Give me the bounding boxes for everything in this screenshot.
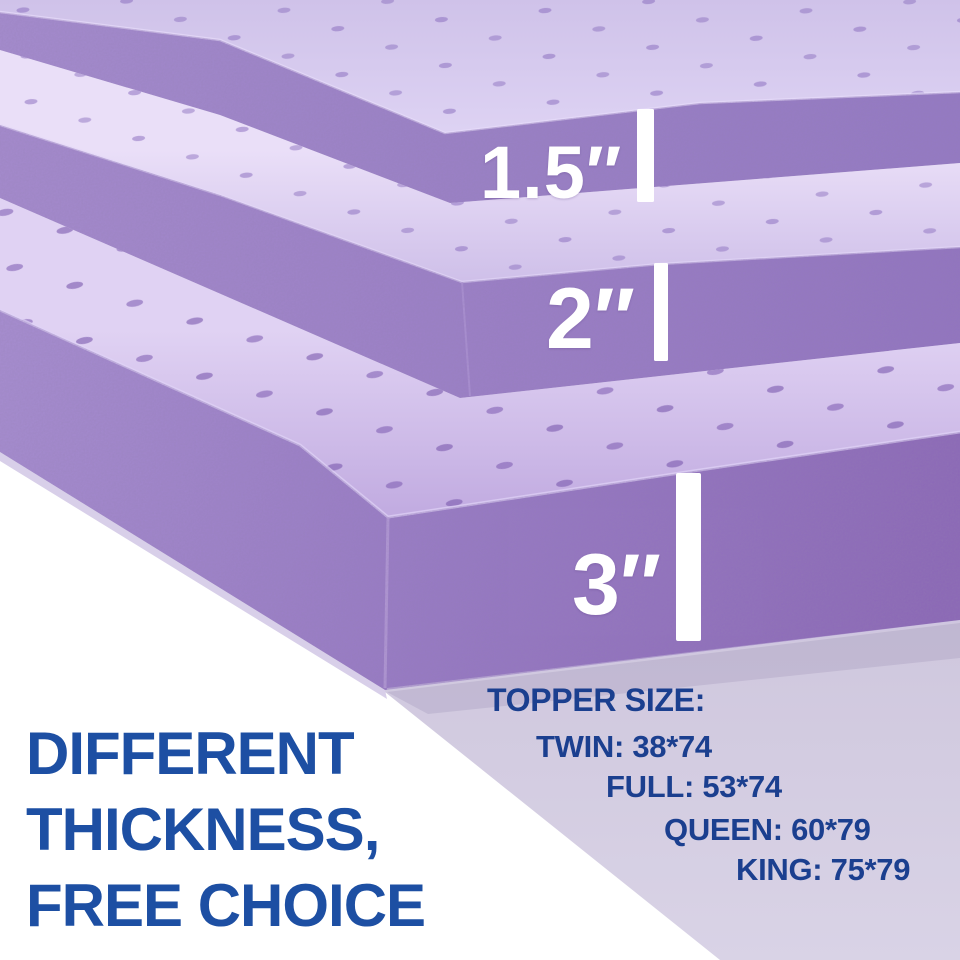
topper-1-5in-hole-pattern (0, 0, 960, 133)
size-chart-king: KING: 75*79 (736, 852, 911, 887)
thickness-label-3in: 3″ (572, 537, 662, 633)
tagline-line-2: THICKNESS, (26, 796, 380, 863)
thickness-label-2in: 2″ (546, 271, 636, 367)
measure-bar-2in (654, 263, 668, 361)
topper-2in-hole-pattern (0, 50, 960, 282)
measure-bar-1-5in (637, 109, 654, 202)
white-corner-background (0, 458, 720, 960)
topper-3in-bottom-sliver (0, 452, 387, 699)
measure-bar-3in (676, 473, 701, 641)
size-chart-queen: QUEEN: 60*79 (664, 812, 871, 847)
tagline-line-3: FREE CHOICE (26, 872, 426, 939)
thickness-label-1-5in: 1.5″ (480, 131, 623, 214)
size-chart-twin: TWIN: 38*74 (536, 729, 712, 764)
topper-3in-drop-shadow (387, 623, 960, 714)
tagline-line-1: DIFFERENT (26, 720, 355, 787)
size-chart-full: FULL: 53*74 (606, 769, 782, 804)
topper-3in-hole-pattern (0, 198, 960, 517)
size-chart-title: TOPPER SIZE: (487, 682, 706, 718)
